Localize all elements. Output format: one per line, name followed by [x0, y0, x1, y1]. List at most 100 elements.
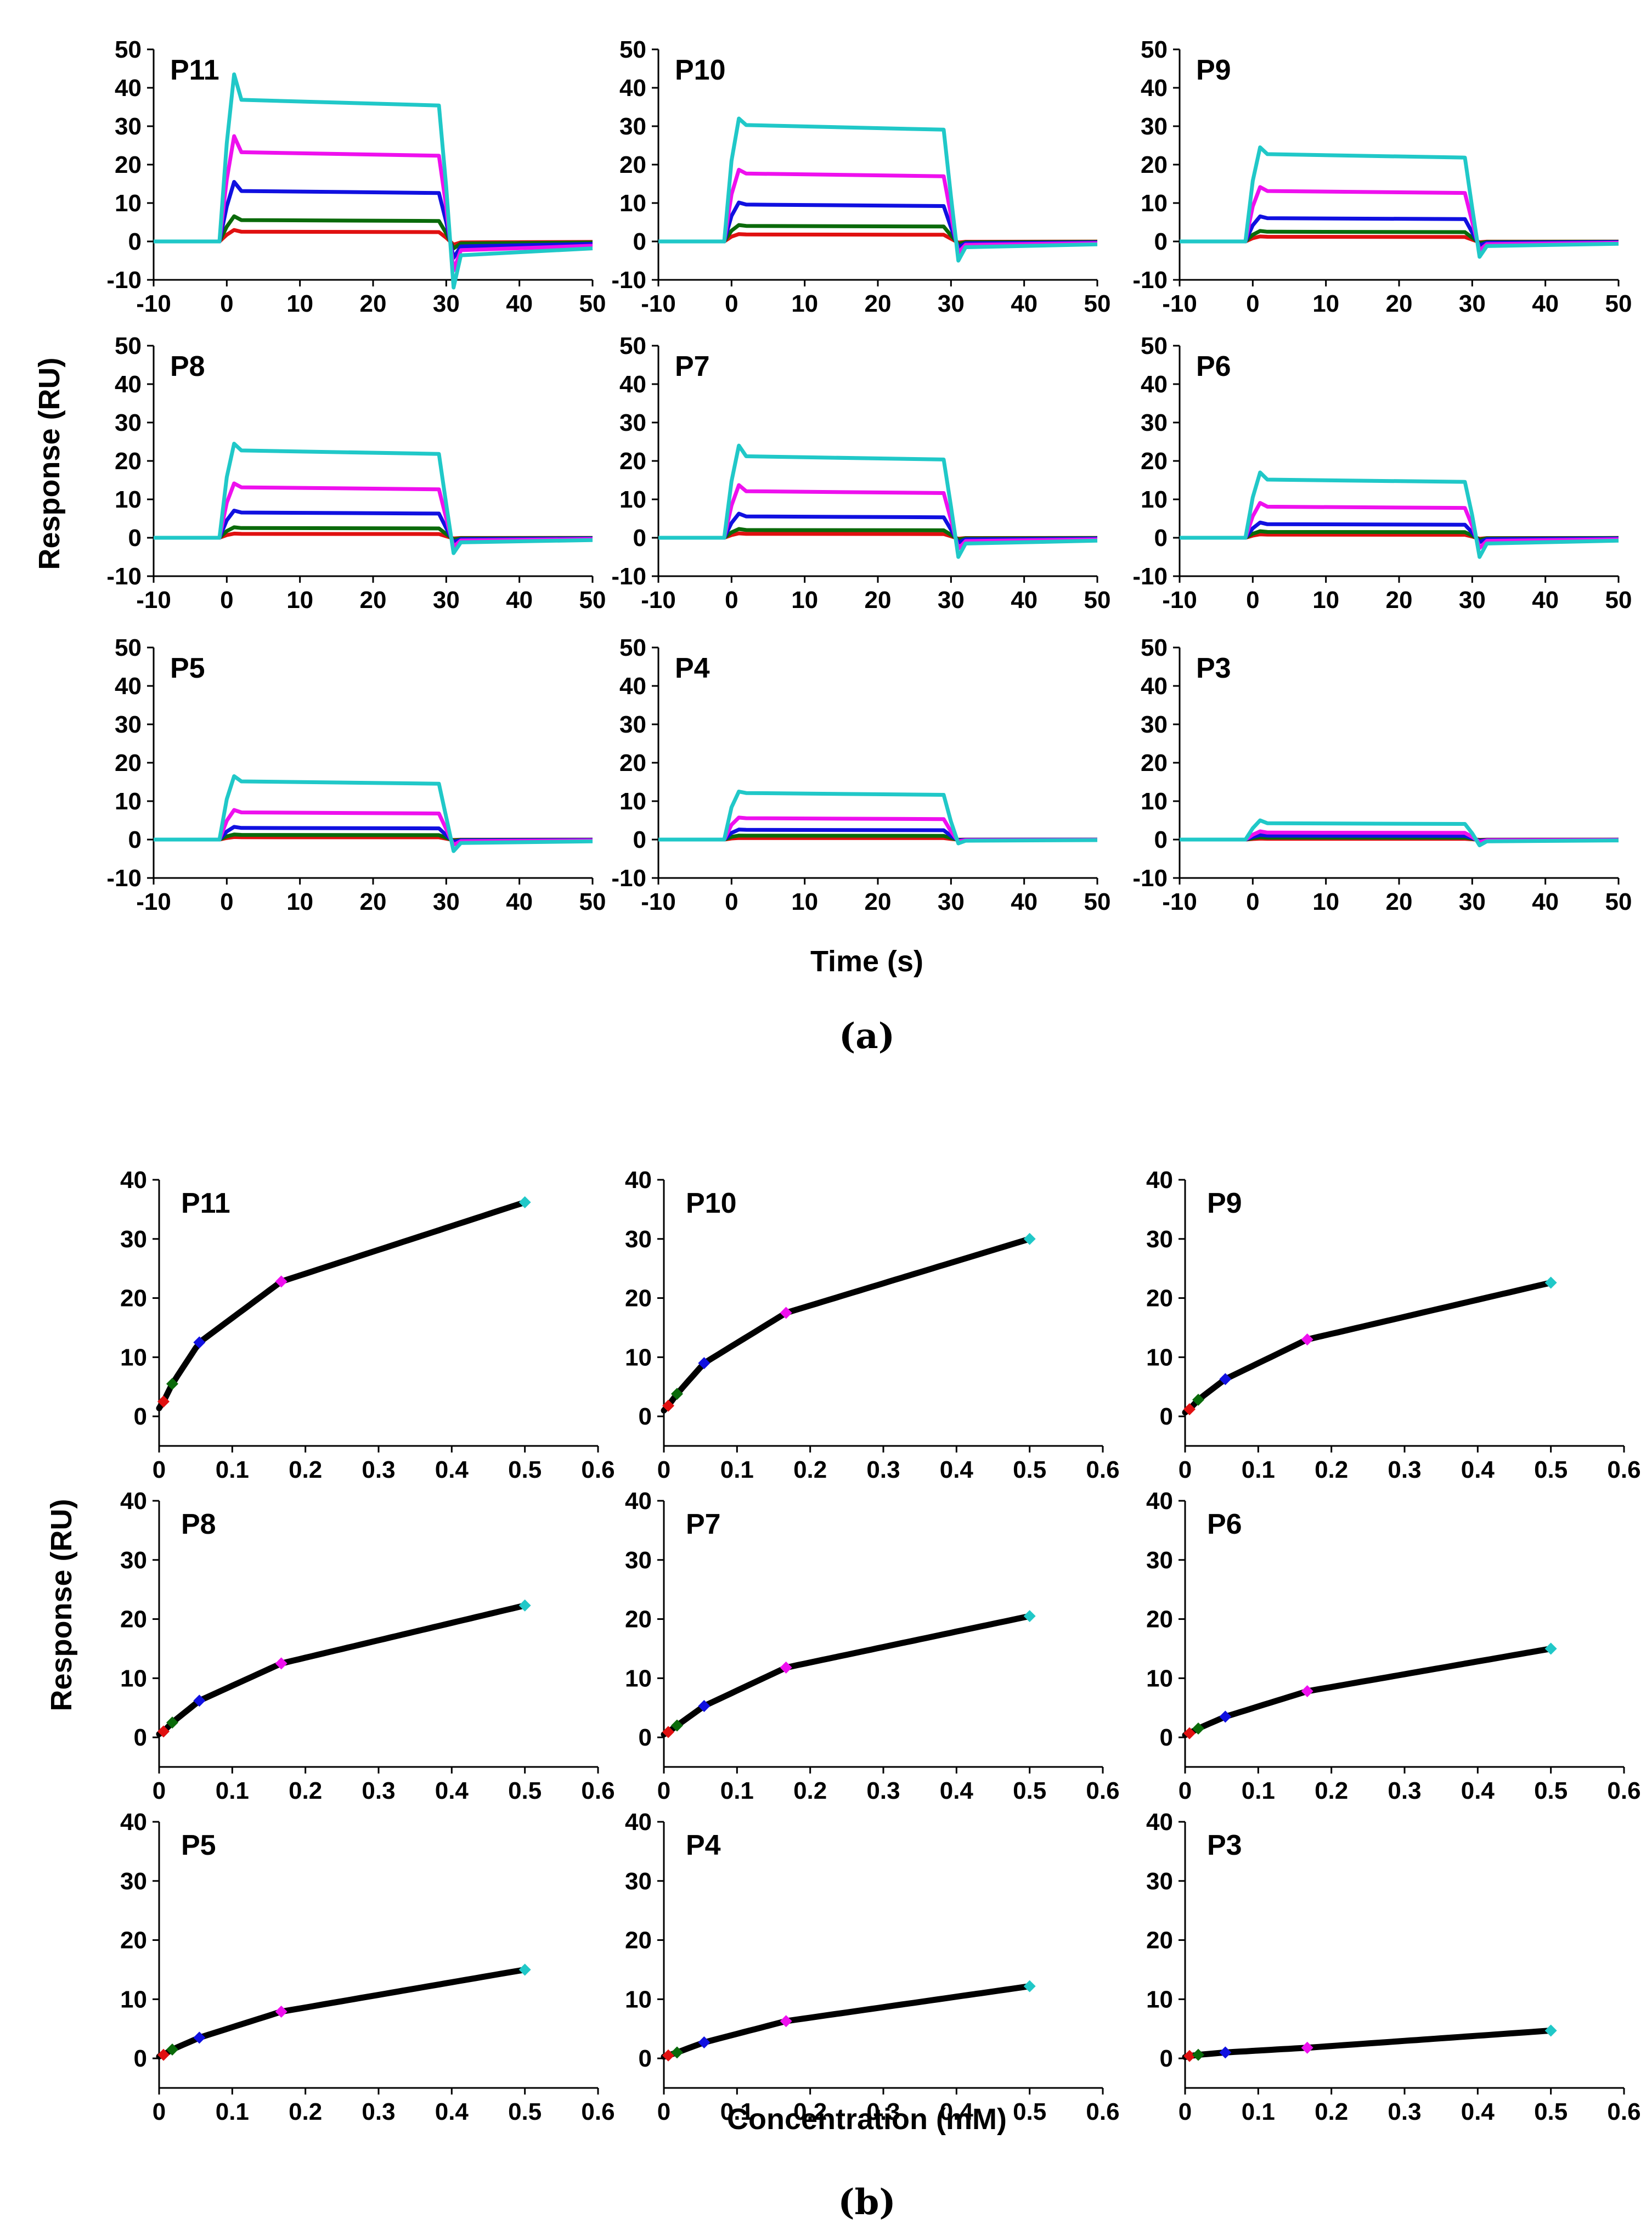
sensorgram-xtick-label: 0: [220, 587, 233, 613]
fit-point-5: [1023, 1980, 1036, 1992]
sensorgram-ytick-label: -10: [106, 865, 142, 892]
fit-xtick-label: 0.5: [508, 2098, 542, 2125]
fit-xtick-label: 0.2: [289, 1777, 322, 1804]
fit-ytick-label: 0: [639, 1724, 652, 1751]
sensorgram-xtick-label: 0: [220, 888, 233, 915]
sensorgram-xtick-label: 50: [1084, 587, 1111, 613]
sensorgram-curve-5: [1180, 145, 1619, 259]
sensorgram-xtick-label: 10: [286, 290, 313, 317]
fit-xtick-label: 0.3: [362, 1456, 395, 1483]
fit-point-4: [275, 1657, 287, 1670]
fit-xtick-label: 0: [1179, 2098, 1192, 2125]
sensorgram-xtick-label: 10: [791, 888, 818, 915]
fit-xtick-label: 0.1: [216, 2098, 249, 2125]
fit-xtick-label: 0.3: [866, 1456, 900, 1483]
fit-xtick-label: 0.3: [362, 2098, 395, 2125]
sensorgram-ytick-label: 10: [1141, 788, 1168, 815]
sensorgram-xtick-label: 40: [1532, 888, 1559, 915]
fit-xtick-label: 0.4: [1461, 1456, 1495, 1483]
sensorgram-xtick-label: 30: [433, 587, 460, 613]
fit-ytick-label: 40: [1146, 1488, 1173, 1515]
sensorgram-xtick-label: 30: [1459, 888, 1486, 915]
fit-curve: [1182, 1280, 1554, 1416]
fit-xtick-label: 0.6: [1086, 1777, 1119, 1804]
sensorgram-ytick-label: 0: [128, 228, 142, 255]
fit-point-5: [518, 1599, 531, 1612]
sensorgram-xtick-label: 20: [1386, 587, 1413, 613]
sensorgram-xtick-label: 20: [865, 888, 892, 915]
fit-ytick-label: 20: [120, 1606, 147, 1633]
fit-point-3: [698, 1357, 711, 1370]
panel-title: P7: [675, 351, 710, 382]
fit-xtick-label: 0.1: [720, 1456, 754, 1483]
sensorgram-ytick-label: 30: [619, 409, 646, 436]
sensorgram-ytick-label: -10: [611, 865, 646, 892]
sensorgram-curve-5: [658, 443, 1098, 559]
fit-ytick-label: 10: [1146, 1986, 1173, 2013]
fit-xtick-label: 0.4: [940, 1777, 974, 1804]
panel-title: P11: [181, 1187, 230, 1219]
sensorgram-xtick-label: 0: [725, 888, 738, 915]
fit-point-2: [1192, 1393, 1204, 1406]
fit-point-1: [1183, 2050, 1196, 2062]
sensorgram-ytick-label: 30: [115, 113, 142, 140]
sensorgram-ytick-label: 40: [619, 371, 646, 398]
sensorgram-xtick-label: 20: [865, 290, 892, 317]
sensorgram-ytick-label: 20: [1141, 750, 1168, 776]
fit-point-4: [780, 1307, 792, 1319]
fit-point-3: [1219, 1710, 1232, 1723]
sensorgram-panel-p8: -10 0 10 20 30 40 50 50 40 30 20 10 0 -10 P8: [106, 333, 606, 613]
fit-curve: [156, 1966, 528, 2060]
fit-point-5: [518, 1196, 531, 1208]
sensorgram-ytick-label: -10: [611, 267, 646, 294]
fit-point-2: [166, 1377, 178, 1390]
fit-curve: [661, 1236, 1033, 1414]
fit-point-5: [1544, 1276, 1557, 1289]
fit-xtick-label: 0.3: [866, 1777, 900, 1804]
fit-ytick-label: 30: [1146, 1226, 1173, 1253]
fit-point-4: [1301, 1333, 1313, 1345]
sensorgram-xtick-label: 0: [220, 290, 233, 317]
fit-ytick-label: 40: [625, 1167, 652, 1193]
fit-curve: [661, 1613, 1033, 1738]
fit-ytick-label: 40: [1146, 1167, 1173, 1193]
sensorgram-curve-2: [154, 214, 593, 251]
sensorgram-ytick-label: 40: [619, 673, 646, 700]
fit-point-3: [698, 2036, 711, 2049]
sensorgram-ytick-label: 20: [1141, 151, 1168, 178]
sensorgram-xtick-label: 40: [506, 290, 533, 317]
sensorgram-xtick-label: 30: [938, 290, 965, 317]
fit-xtick-label: 0: [657, 1456, 670, 1483]
sensorgram-ytick-label: 50: [115, 333, 142, 359]
fit-xtick-label: 0.2: [1315, 1456, 1348, 1483]
sensorgram-grid: -10 0 10 20 30 40 50 50 40 30 20 10 0 -10 P11 -10 0 10 20 3…: [106, 36, 1632, 915]
sensorgram-xtick-label: 40: [1011, 888, 1038, 915]
sensorgram-ytick-label: 40: [619, 75, 646, 102]
fit-xtick-label: 0.1: [216, 1456, 249, 1483]
sensorgram-panel-p3: -10 0 10 20 30 40 50 50 40 30 20 10 0 -10 P3: [1132, 634, 1632, 915]
fit-ytick-label: 10: [625, 1344, 652, 1371]
sensorgram-panel-p9: -10 0 10 20 30 40 50 50 40 30 20 10 0 -10 P9: [1132, 36, 1632, 317]
fit-panel-p5: 0 0.1 0.2 0.3 0.4 0.5 0.6 40 30 20 10 0 P5: [120, 1809, 615, 2125]
fit-point-2: [671, 1388, 683, 1400]
fit-ytick-label: 30: [625, 1547, 652, 1574]
sensorgram-xtick-label: 50: [1605, 888, 1632, 915]
sensorgram-ytick-label: 10: [1141, 190, 1168, 217]
fit-xtick-label: 0.4: [1461, 1777, 1495, 1804]
fit-ytick-label: 0: [639, 1403, 652, 1430]
fit-xtick-label: 0: [657, 2098, 670, 2125]
fit-xtick-label: 0: [1179, 1456, 1192, 1483]
sensorgram-ytick-label: 10: [115, 190, 142, 217]
fit-point-3: [1219, 1373, 1232, 1386]
sensorgram-xtick-label: -10: [136, 888, 171, 915]
fit-ytick-label: 30: [120, 1547, 147, 1574]
sensorgram-ytick-label: 0: [633, 826, 646, 853]
affinity-fit-grid: 0 0.1 0.2 0.3 0.4 0.5 0.6 40 30 20 10 0 P11 0 0.1 0.2 0.…: [120, 1167, 1641, 2125]
sensorgram-xtick-label: 50: [579, 587, 606, 613]
fit-ytick-label: 0: [1160, 1724, 1173, 1751]
fit-xtick-label: 0.5: [1534, 2098, 1568, 2125]
fit-xtick-label: 0.5: [1013, 1777, 1046, 1804]
fit-xtick-label: 0.6: [581, 1777, 614, 1804]
sensorgram-xtick-label: -10: [1162, 290, 1197, 317]
fit-ytick-label: 10: [625, 1986, 652, 2013]
